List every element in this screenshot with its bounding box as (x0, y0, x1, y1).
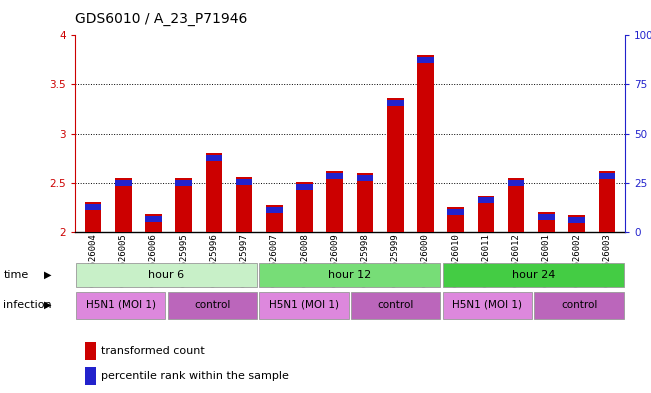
Bar (417, 57, 434, 63)
Bar (260, 263, 440, 287)
Text: control: control (194, 300, 230, 310)
Bar (508, 178, 525, 232)
Bar (168, 292, 257, 319)
Text: hour 12: hour 12 (328, 270, 372, 279)
Bar (447, 207, 464, 232)
Bar (443, 292, 532, 319)
Bar (387, 100, 404, 106)
Bar (478, 195, 494, 232)
Bar (296, 182, 313, 232)
Text: control: control (561, 300, 598, 310)
Bar (447, 209, 464, 215)
Bar (85, 204, 102, 210)
Text: hour 24: hour 24 (512, 270, 555, 279)
Text: H5N1 (MOI 1): H5N1 (MOI 1) (86, 300, 156, 310)
Bar (598, 171, 615, 232)
Bar (478, 197, 494, 203)
Text: ▶: ▶ (44, 299, 52, 310)
Bar (296, 184, 313, 189)
Bar (85, 202, 102, 232)
Text: infection: infection (3, 299, 52, 310)
Bar (266, 205, 283, 232)
Bar (598, 173, 615, 179)
Bar (76, 263, 257, 287)
Text: transformed count: transformed count (101, 345, 204, 356)
Bar (387, 98, 404, 232)
Bar (206, 153, 222, 232)
Bar (417, 55, 434, 232)
Text: GDS6010 / A_23_P71946: GDS6010 / A_23_P71946 (75, 11, 247, 26)
Bar (266, 207, 283, 213)
Text: H5N1 (MOI 1): H5N1 (MOI 1) (452, 300, 523, 310)
Bar (351, 292, 440, 319)
Bar (115, 180, 132, 185)
Bar (534, 292, 624, 319)
Bar (357, 175, 373, 181)
Bar (327, 173, 343, 179)
Bar (568, 217, 585, 223)
Bar (206, 155, 222, 161)
Bar (508, 180, 525, 185)
Bar (538, 214, 555, 220)
Bar (236, 177, 253, 232)
Bar (236, 179, 253, 185)
Bar (538, 212, 555, 232)
Bar (357, 173, 373, 232)
Bar (175, 178, 192, 232)
Text: percentile rank within the sample: percentile rank within the sample (101, 371, 289, 381)
Text: time: time (3, 270, 29, 280)
Bar (260, 292, 349, 319)
Bar (145, 214, 161, 232)
Text: hour 6: hour 6 (148, 270, 185, 279)
Text: H5N1 (MOI 1): H5N1 (MOI 1) (269, 300, 339, 310)
Text: control: control (378, 300, 414, 310)
Bar (443, 263, 624, 287)
Bar (145, 216, 161, 222)
Bar (115, 178, 132, 232)
Bar (568, 215, 585, 232)
Bar (76, 292, 165, 319)
Bar (175, 180, 192, 185)
Text: ▶: ▶ (44, 270, 52, 280)
Bar (327, 171, 343, 232)
